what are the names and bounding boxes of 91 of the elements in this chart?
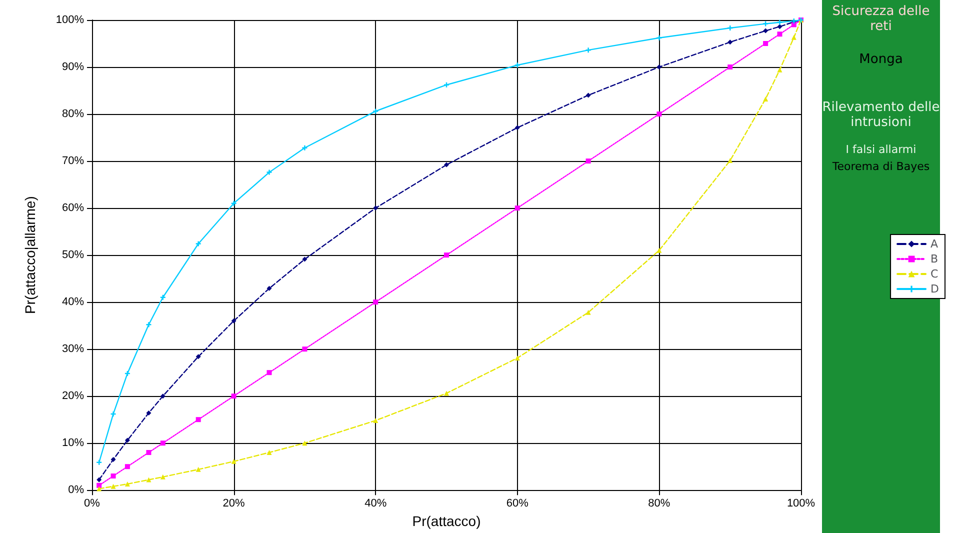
point bbox=[96, 486, 102, 492]
point bbox=[110, 411, 116, 416]
point bbox=[160, 394, 166, 399]
point bbox=[763, 41, 768, 46]
point bbox=[791, 22, 796, 28]
legend-label: C bbox=[930, 268, 939, 280]
point bbox=[146, 450, 152, 455]
point bbox=[196, 466, 201, 472]
point bbox=[777, 24, 782, 30]
point bbox=[266, 450, 272, 455]
point bbox=[302, 145, 308, 150]
point bbox=[231, 394, 236, 399]
point bbox=[444, 162, 449, 168]
x-tick-label: 80% bbox=[648, 498, 670, 510]
point bbox=[266, 170, 272, 175]
point bbox=[196, 241, 201, 246]
y-tick-label: 40% bbox=[62, 296, 84, 308]
point bbox=[124, 481, 130, 486]
point bbox=[763, 21, 768, 26]
point bbox=[110, 457, 116, 462]
y-tick-label: 100% bbox=[56, 14, 84, 26]
legend-label: D bbox=[930, 282, 940, 296]
point bbox=[763, 28, 768, 34]
point bbox=[514, 206, 520, 211]
point bbox=[586, 92, 591, 98]
x-tick-label: 60% bbox=[506, 498, 529, 510]
point bbox=[373, 108, 378, 114]
point bbox=[146, 322, 152, 328]
point bbox=[160, 294, 166, 300]
y-tick-label: 10% bbox=[62, 437, 84, 450]
point bbox=[728, 40, 733, 45]
point bbox=[586, 48, 591, 53]
point bbox=[124, 438, 130, 443]
legend-label: A bbox=[930, 238, 939, 250]
y-tick-label: 20% bbox=[62, 390, 84, 402]
point bbox=[231, 458, 236, 464]
y-tick-label: 60% bbox=[62, 202, 84, 214]
point bbox=[444, 390, 449, 396]
x-axis-title: Pr(attacco) bbox=[412, 513, 481, 529]
y-tick-label: 50% bbox=[62, 249, 84, 262]
y-tick-label: 30% bbox=[62, 343, 84, 356]
point bbox=[231, 200, 236, 206]
point bbox=[124, 464, 130, 470]
point bbox=[514, 125, 520, 130]
point bbox=[302, 346, 308, 352]
legend-label: B bbox=[930, 252, 938, 266]
point bbox=[160, 474, 166, 480]
x-tick-label: 20% bbox=[222, 498, 246, 510]
point bbox=[444, 82, 449, 88]
point bbox=[146, 410, 152, 416]
point bbox=[266, 370, 272, 376]
point bbox=[586, 158, 591, 164]
point bbox=[373, 418, 378, 424]
point bbox=[777, 32, 782, 37]
point bbox=[728, 64, 733, 70]
point bbox=[231, 318, 236, 324]
point bbox=[728, 158, 733, 164]
point bbox=[266, 286, 272, 291]
point bbox=[373, 206, 378, 211]
point bbox=[110, 473, 116, 478]
point bbox=[763, 96, 768, 102]
y-tick-label: 80% bbox=[62, 108, 84, 120]
x-tick-label: 40% bbox=[364, 498, 387, 510]
point bbox=[444, 252, 449, 258]
point bbox=[586, 310, 591, 315]
point bbox=[96, 460, 102, 465]
point bbox=[196, 417, 201, 422]
point bbox=[656, 64, 662, 70]
point bbox=[777, 67, 782, 72]
y-tick-label: 90% bbox=[62, 61, 84, 74]
point bbox=[656, 35, 662, 40]
point bbox=[160, 440, 166, 446]
point bbox=[777, 20, 782, 25]
point bbox=[514, 62, 520, 68]
x-tick-label: 100% bbox=[786, 498, 816, 510]
point bbox=[656, 248, 662, 253]
point bbox=[302, 256, 308, 262]
point bbox=[146, 477, 152, 482]
x-tick-label: 0% bbox=[84, 498, 100, 510]
y-axis-title: Pr(attacco|allarme) bbox=[22, 196, 38, 314]
point bbox=[791, 34, 796, 40]
point bbox=[96, 477, 102, 482]
point bbox=[110, 484, 116, 489]
point bbox=[196, 354, 201, 360]
point bbox=[96, 482, 102, 488]
y-tick-label: 70% bbox=[62, 155, 84, 168]
point bbox=[514, 356, 520, 360]
point bbox=[373, 300, 378, 305]
y-tick-label: 0% bbox=[68, 484, 84, 496]
point bbox=[656, 112, 662, 117]
point bbox=[302, 440, 308, 446]
